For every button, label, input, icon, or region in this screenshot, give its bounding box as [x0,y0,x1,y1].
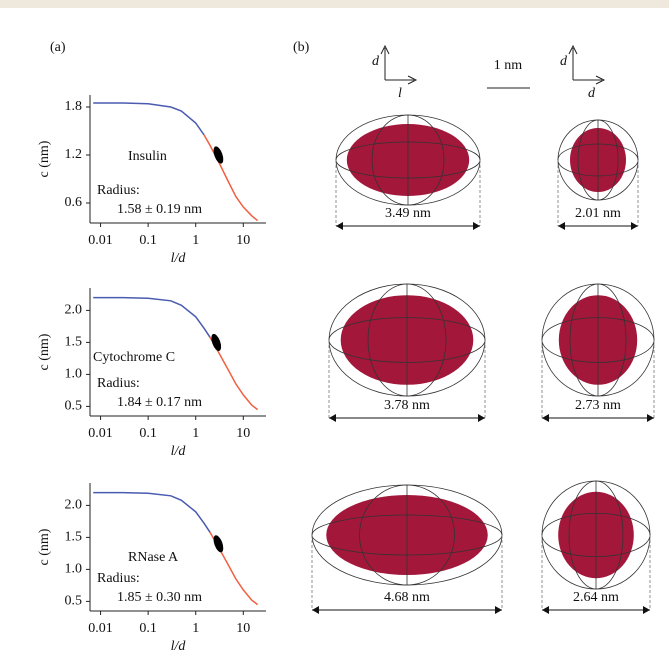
panel-label: (a) [50,40,66,55]
x-tick-label: 10 [236,621,250,636]
radius-value: 1.58 ± 0.19 nm [117,202,202,217]
y-axis-label: c (nm) [37,333,52,370]
arrow-head [542,606,549,614]
length-label: 4.68 nm [384,590,430,605]
radius-label: Radius: [97,376,140,391]
line-series [203,134,259,222]
data-marker [211,333,222,351]
arrow-head [478,414,485,422]
scale-bar-label: 1 nm [494,58,523,73]
protein-name: Insulin [128,149,167,164]
y-tick-label: 1.8 [65,99,83,114]
axis-letter: d [372,54,380,69]
radius-value: 1.85 ± 0.30 nm [117,590,202,605]
molecule-renderings: 3.49 nm 2.01 nm 3.78 nm 2.73 nm 4.68 nm 2.64 … [311,114,655,614]
x-axis-label: l/d [171,444,187,459]
arrow-head [647,414,654,422]
line-series [93,102,205,136]
data-marker [213,146,224,164]
y-tick-label: 1.0 [65,562,83,577]
width-label: 2.64 nm [573,590,619,605]
axis-letter: d [560,54,568,69]
arrow-head [631,222,638,230]
x-tick-label: 10 [236,233,250,248]
x-tick-label: 0.01 [88,426,113,441]
x-tick-label: 10 [236,426,250,441]
y-axis-label: c (nm) [37,528,52,565]
panel-label: (b) [293,40,310,55]
x-tick-label: 0.01 [88,233,113,248]
orientation-axes: d l d d 1 nm [372,44,606,101]
y-tick-label: 0.6 [65,195,83,210]
protein-name: Cytochrome C [93,350,175,365]
width-label: 2.01 nm [575,206,621,221]
radius-value: 1.84 ± 0.17 nm [117,395,202,410]
protein-name: RNase A [128,550,179,565]
length-label: 3.49 nm [385,206,431,221]
arrow-head [542,414,549,422]
y-tick-label: 1.0 [65,367,83,382]
x-tick-label: 1 [192,621,199,636]
line-series [209,336,259,411]
line-series [93,296,211,338]
radius-label: Radius: [97,571,140,586]
arrow-head [473,222,480,230]
y-tick-label: 1.2 [65,147,83,162]
arrow-head [495,606,502,614]
arrow-head [312,606,319,614]
axis-letter: d [588,86,596,101]
width-label: 2.73 nm [575,398,621,413]
line-series [93,491,211,533]
x-tick-label: 1 [192,426,199,441]
x-axis-label: l/d [171,639,187,654]
arrow-head [336,222,343,230]
x-tick-label: 0.1 [139,621,157,636]
length-label: 3.78 nm [384,398,430,413]
arrow-head [329,414,336,422]
y-tick-label: 0.5 [65,594,83,609]
radius-label: Radius: [97,183,140,198]
x-tick-label: 1 [192,233,199,248]
axis-letter: l [398,86,402,101]
y-tick-label: 2.0 [65,303,83,318]
x-tick-label: 0.1 [139,233,157,248]
y-tick-label: 1.5 [65,530,83,545]
y-tick-label: 0.5 [65,399,83,414]
x-tick-label: 0.1 [139,426,157,441]
arrow-head [643,606,650,614]
x-tick-label: 0.01 [88,621,113,636]
y-tick-label: 1.5 [65,335,83,350]
arrow-head [558,222,565,230]
x-axis-label: l/d [171,251,187,266]
y-axis-label: c (nm) [37,140,52,177]
y-tick-label: 2.0 [65,498,83,513]
data-marker [213,535,224,553]
top-band [0,0,669,8]
